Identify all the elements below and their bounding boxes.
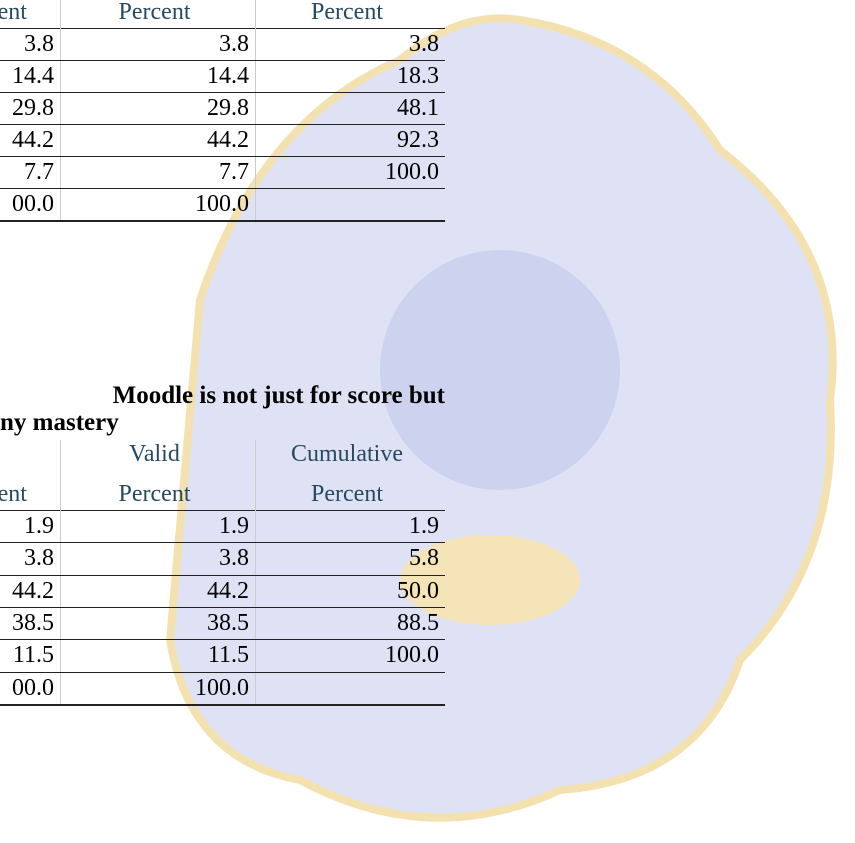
value-cell: 11.5 xyxy=(0,639,54,671)
row-rule xyxy=(0,542,445,543)
table-title: Moodle is not just for score but xyxy=(113,382,445,410)
row-rule xyxy=(0,607,445,608)
value-cell: 3.8 xyxy=(255,28,439,60)
value-cell: 11.5 xyxy=(60,639,249,671)
table-bottom-rule xyxy=(0,704,445,706)
header-cell: cent xyxy=(0,478,54,510)
header-cell: cent xyxy=(0,0,54,28)
value-cell: 88.5 xyxy=(255,607,439,639)
row-rule xyxy=(0,575,445,576)
value-cell: 00.0 xyxy=(0,672,54,704)
page: centPercentPercent3.83.83.814.414.418.32… xyxy=(0,0,855,843)
value-cell: 44.2 xyxy=(0,575,54,607)
value-cell: 14.4 xyxy=(60,60,249,92)
value-cell: 1.9 xyxy=(0,510,54,542)
table-bottom-rule xyxy=(0,220,445,222)
column-divider xyxy=(255,0,256,28)
header-cell: Percent xyxy=(255,0,439,28)
value-cell: 3.8 xyxy=(60,542,249,574)
value-cell: 14.4 xyxy=(0,60,54,92)
value-cell: 7.7 xyxy=(0,156,54,188)
column-divider xyxy=(60,440,61,510)
value-cell: 5.8 xyxy=(255,542,439,574)
value-cell: 92.3 xyxy=(255,124,439,156)
value-cell: 29.8 xyxy=(0,92,54,124)
value-cell: 100.0 xyxy=(60,188,249,220)
value-cell: 3.8 xyxy=(0,28,54,60)
row-rule xyxy=(0,124,445,125)
header-cell: Cumulative xyxy=(255,438,439,470)
header-cell: Percent xyxy=(60,0,249,28)
header-cell: Percent xyxy=(255,478,439,510)
value-cell: 3.8 xyxy=(0,542,54,574)
header-cell: Percent xyxy=(60,478,249,510)
value-cell: 44.2 xyxy=(60,575,249,607)
value-cell: 1.9 xyxy=(255,510,439,542)
value-cell: 29.8 xyxy=(60,92,249,124)
value-cell: 44.2 xyxy=(0,124,54,156)
row-rule xyxy=(0,188,445,189)
value-cell: 38.5 xyxy=(60,607,249,639)
value-cell: 3.8 xyxy=(60,28,249,60)
row-rule xyxy=(0,60,445,61)
value-cell: 00.0 xyxy=(0,188,54,220)
value-cell: 100.0 xyxy=(255,156,439,188)
row-rule xyxy=(0,92,445,93)
value-cell: 50.0 xyxy=(255,575,439,607)
row-rule xyxy=(0,672,445,673)
value-cell: 100.0 xyxy=(60,672,249,704)
column-divider xyxy=(60,0,61,28)
value-cell: 48.1 xyxy=(255,92,439,124)
value-cell: 18.3 xyxy=(255,60,439,92)
value-cell: 100.0 xyxy=(255,639,439,671)
value-cell: 44.2 xyxy=(60,124,249,156)
table-title: ny mastery xyxy=(0,409,119,437)
row-rule xyxy=(0,156,445,157)
value-cell: 1.9 xyxy=(60,510,249,542)
column-divider xyxy=(255,440,256,510)
value-cell: 7.7 xyxy=(60,156,249,188)
row-rule xyxy=(0,639,445,640)
header-cell: Valid xyxy=(60,438,249,470)
value-cell: 38.5 xyxy=(0,607,54,639)
